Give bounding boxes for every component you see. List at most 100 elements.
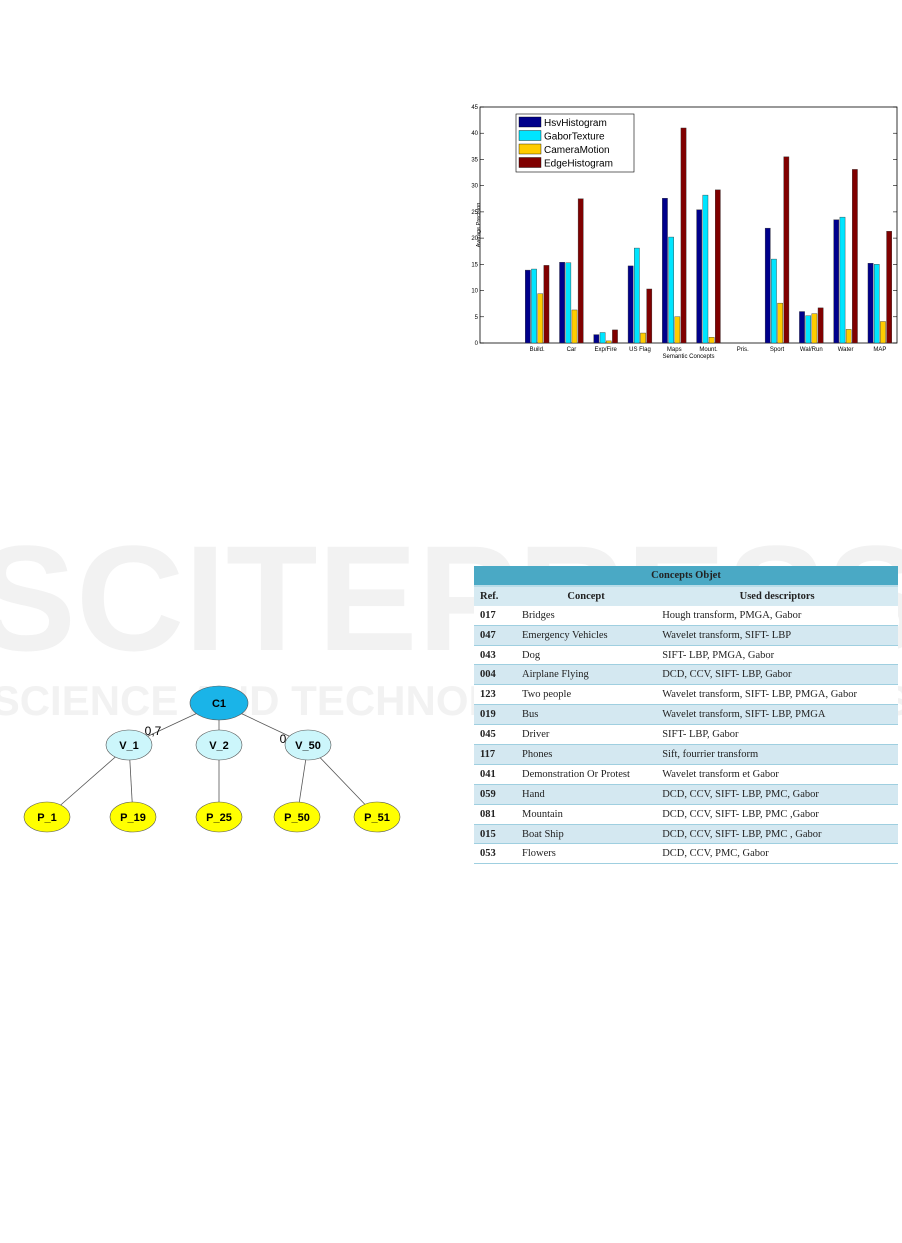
bar-hsvhistogram bbox=[593, 334, 600, 344]
bar-cameramotion bbox=[537, 293, 544, 344]
y-tick-label: 25 bbox=[471, 210, 478, 216]
table-row: 015 Boat Ship DCD, CCV, SIFT- LBP, PMC , G… bbox=[474, 824, 898, 845]
cell-descriptors: DCD, CCV, PMC, Gabor bbox=[656, 843, 898, 865]
bar-cameramotion bbox=[811, 313, 818, 344]
cell-concept: Hand bbox=[516, 784, 657, 805]
cell-descriptors: DCD, CCV, SIFT- LBP, PMC, Gabor bbox=[656, 784, 898, 805]
video-node-label: V_2 bbox=[209, 740, 229, 752]
cell-ref: 081 bbox=[474, 804, 516, 825]
table-title: Concepts Objet bbox=[474, 566, 898, 587]
leaf-node-label: P_1 bbox=[37, 812, 57, 824]
cell-ref: 047 bbox=[474, 625, 516, 646]
table-row: 123 Two people Wavelet transform, SIFT- LB… bbox=[474, 684, 898, 706]
bar-cameramotion bbox=[845, 329, 852, 344]
x-tick-label: US Flag bbox=[629, 347, 651, 353]
cell-descriptors: Sift, fourrier transform bbox=[656, 744, 898, 765]
bar-cameramotion bbox=[571, 309, 578, 344]
x-tick-label: Exp/Fire bbox=[595, 347, 618, 353]
table-row: 117 Phones Sift, fourrier transform bbox=[474, 744, 898, 765]
video-node bbox=[284, 729, 332, 761]
bar-hsvhistogram bbox=[867, 263, 874, 344]
cell-descriptors: Wavelet transform, SIFT- LBP bbox=[656, 625, 898, 646]
y-tick-label: 0 bbox=[475, 341, 479, 347]
bar-edgehistogram bbox=[543, 265, 550, 344]
x-tick-label: Car bbox=[567, 347, 577, 353]
bar-hsvhistogram bbox=[833, 219, 840, 344]
col-header-concept: Concept bbox=[516, 585, 657, 606]
bar-edgehistogram bbox=[577, 198, 584, 344]
cell-concept: Phones bbox=[516, 744, 657, 765]
cell-concept: Demonstration Or Protest bbox=[516, 764, 657, 785]
bar-cameramotion bbox=[777, 302, 783, 344]
col-header-descriptors: Used descriptors bbox=[656, 585, 898, 606]
table-row: 017 Bridges Hough transform, PMGA, Gabor bbox=[474, 605, 898, 626]
cell-descriptors: DCD, CCV, SIFT- LBP, PMC ,Gabor bbox=[656, 804, 898, 825]
cell-ref: 053 bbox=[474, 843, 516, 865]
leaf-node-label: P_50 bbox=[284, 812, 310, 824]
cell-ref: 004 bbox=[474, 664, 516, 686]
y-tick-label: 20 bbox=[471, 236, 478, 242]
video-node bbox=[195, 729, 243, 761]
bar-edgehistogram bbox=[886, 231, 892, 344]
legend-label: HsvHistogram bbox=[544, 118, 607, 129]
cell-descriptors: Wavelet transform et Gabor bbox=[656, 764, 898, 785]
bar-gabortexture bbox=[873, 264, 880, 344]
leaf-node bbox=[23, 801, 71, 833]
cell-ref: 043 bbox=[474, 645, 516, 666]
y-tick-label: 5 bbox=[475, 315, 479, 321]
y-tick-label: 40 bbox=[471, 131, 478, 137]
cell-concept: Two people bbox=[516, 684, 657, 706]
y-axis-label: Average Precision bbox=[476, 203, 482, 248]
bar-cameramotion bbox=[708, 337, 715, 344]
bar-edgehistogram bbox=[783, 156, 790, 344]
legend-label: EdgeHistogram bbox=[544, 159, 613, 170]
cell-descriptors: Hough transform, PMGA, Gabor bbox=[656, 605, 898, 626]
cell-descriptors: DCD, CCV, SIFT- LBP, PMC , Gabor bbox=[656, 824, 898, 845]
table-row: 045 Driver SIFT- LBP, Gabor bbox=[474, 724, 898, 746]
bar-hsvhistogram bbox=[525, 269, 531, 344]
x-tick-label: Maps bbox=[667, 347, 682, 353]
table-row: 004 Airplane Flying DCD, CCV, SIFT- LBP, G… bbox=[474, 664, 898, 686]
y-tick-label: 10 bbox=[471, 289, 478, 295]
bar-chart: 0 5 10 15 20 25 30 35 40 45 Build. Car Exp/Fire US Fl… bbox=[471, 105, 898, 360]
x-tick-label: Water bbox=[838, 347, 854, 353]
cell-concept: Dog bbox=[516, 645, 657, 666]
table-row: 019 Bus Wavelet transform, SIFT- LBP, PMGA bbox=[474, 704, 898, 726]
bar-gabortexture bbox=[702, 194, 709, 344]
bar-gabortexture bbox=[565, 262, 572, 344]
bar-gabortexture bbox=[599, 332, 606, 344]
cell-concept: Bus bbox=[516, 704, 657, 726]
bar-hsvhistogram bbox=[662, 198, 668, 344]
bar-gabortexture bbox=[531, 268, 537, 344]
x-axis-label: Semantic Concepts bbox=[662, 354, 714, 360]
bar-cameramotion bbox=[880, 321, 886, 344]
bar-hsvhistogram bbox=[627, 265, 634, 344]
bar-cameramotion bbox=[640, 332, 646, 344]
cell-concept: Flowers bbox=[516, 843, 657, 865]
x-tick-label: Build. bbox=[530, 347, 545, 353]
y-tick-label: 30 bbox=[471, 184, 478, 190]
leaf-node bbox=[353, 801, 401, 833]
cell-ref: 015 bbox=[474, 824, 516, 845]
edge-weight: 0,7 bbox=[145, 724, 162, 738]
bar-hsvhistogram bbox=[696, 209, 703, 344]
legend-swatch bbox=[518, 157, 542, 168]
bar-edgehistogram bbox=[680, 127, 687, 344]
bar-edgehistogram bbox=[646, 288, 653, 344]
legend-label: GaborTexture bbox=[544, 132, 605, 143]
cell-concept: Driver bbox=[516, 724, 657, 746]
video-node bbox=[105, 729, 153, 761]
cell-descriptors: SIFT- LBP, PMGA, Gabor bbox=[656, 645, 898, 666]
x-tick-label: Pris. bbox=[737, 347, 749, 353]
video-node-label: V_1 bbox=[119, 740, 139, 752]
cell-descriptors: Wavelet transform, SIFT- LBP, PMGA bbox=[656, 704, 898, 726]
bar-hsvhistogram bbox=[764, 227, 771, 344]
bar-cameramotion bbox=[674, 316, 681, 344]
bar-hsvhistogram bbox=[799, 311, 805, 344]
x-tick-label: MAP bbox=[873, 347, 886, 353]
x-tick-label: Mount. bbox=[699, 347, 718, 353]
y-tick-label: 45 bbox=[471, 105, 478, 111]
cell-ref: 041 bbox=[474, 764, 516, 785]
x-tick-label: Wal/Run bbox=[800, 347, 823, 353]
legend-label: CameraMotion bbox=[544, 145, 610, 156]
